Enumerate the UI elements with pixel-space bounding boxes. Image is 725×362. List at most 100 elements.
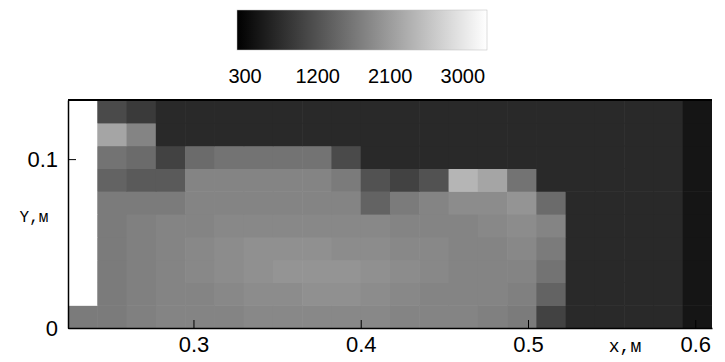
- cell: [127, 305, 157, 328]
- cell: [185, 100, 215, 123]
- cell: [624, 305, 654, 328]
- cell: [127, 191, 157, 214]
- cell: [683, 237, 712, 260]
- cell: [331, 282, 361, 305]
- color-bar-label: 2100: [368, 65, 413, 87]
- cell: [244, 260, 274, 283]
- cell: [566, 237, 596, 260]
- cell: [536, 146, 566, 169]
- x-tick-mark: [528, 320, 529, 328]
- color-bar-gradient: [237, 10, 487, 50]
- cell: [478, 305, 508, 328]
- x-tick-mark: [193, 320, 194, 328]
- cell: [507, 237, 537, 260]
- cell: [302, 282, 332, 305]
- frame-top: [68, 99, 712, 101]
- cell: [214, 237, 244, 260]
- cell: [653, 282, 683, 305]
- cell: [478, 191, 508, 214]
- cell: [478, 260, 508, 283]
- cell: [536, 191, 566, 214]
- cell: [390, 214, 420, 237]
- x-tick: 0.3: [179, 320, 210, 357]
- cell: [331, 260, 361, 283]
- y-tick-mark: [68, 159, 76, 160]
- cell: [214, 191, 244, 214]
- cell: [390, 191, 420, 214]
- cell: [390, 260, 420, 283]
- cell: [97, 282, 127, 305]
- cell: [302, 305, 332, 328]
- cell: [214, 214, 244, 237]
- cell: [127, 123, 157, 146]
- wall-cell: [68, 237, 98, 260]
- cell: [595, 305, 625, 328]
- cell: [478, 100, 508, 123]
- cell: [361, 123, 391, 146]
- cell: [653, 191, 683, 214]
- cell: [361, 237, 391, 260]
- cell: [214, 123, 244, 146]
- cell: [419, 305, 449, 328]
- cell: [127, 146, 157, 169]
- cell: [595, 282, 625, 305]
- cell: [390, 100, 420, 123]
- cell: [185, 123, 215, 146]
- cell: [449, 100, 479, 123]
- cell: [185, 260, 215, 283]
- cell: [127, 282, 157, 305]
- cell: [302, 146, 332, 169]
- cell: [97, 260, 127, 283]
- cell: [331, 237, 361, 260]
- cell: [507, 305, 537, 328]
- cell: [273, 168, 303, 191]
- cell: [361, 282, 391, 305]
- cell: [361, 214, 391, 237]
- cell: [449, 282, 479, 305]
- cell: [419, 237, 449, 260]
- cell: [419, 282, 449, 305]
- x-tick: 0.6: [680, 320, 711, 357]
- cell: [536, 100, 566, 123]
- cell: [566, 282, 596, 305]
- cell: [566, 168, 596, 191]
- cell: [507, 123, 537, 146]
- cell: [244, 214, 274, 237]
- cell: [302, 191, 332, 214]
- color-bar-label: 1200: [295, 65, 340, 87]
- cell: [683, 191, 712, 214]
- cell: [536, 305, 566, 328]
- cell: [273, 305, 303, 328]
- y-axis-line: [68, 101, 70, 329]
- cell: [683, 282, 712, 305]
- y-tick: 0.1: [27, 147, 76, 172]
- cell: [449, 168, 479, 191]
- cell: [185, 282, 215, 305]
- wall-cell: [68, 214, 98, 237]
- cell: [624, 191, 654, 214]
- cell: [478, 282, 508, 305]
- cell: [624, 100, 654, 123]
- wall-cell: [68, 123, 98, 146]
- cell: [624, 168, 654, 191]
- cell: [507, 260, 537, 283]
- cell: [683, 214, 712, 237]
- cell: [185, 214, 215, 237]
- cell: [127, 168, 157, 191]
- cell: [653, 146, 683, 169]
- cell: [156, 100, 186, 123]
- cell: [156, 305, 186, 328]
- cell: [127, 260, 157, 283]
- cell: [449, 214, 479, 237]
- cell: [97, 123, 127, 146]
- y-tick-mark: [68, 328, 76, 329]
- x-tick-label: 0.6: [680, 332, 711, 357]
- cell: [156, 260, 186, 283]
- cell: [97, 214, 127, 237]
- cell: [273, 191, 303, 214]
- cell: [419, 260, 449, 283]
- cell: [478, 214, 508, 237]
- y-tick-label: 0.1: [27, 147, 58, 172]
- cell: [390, 123, 420, 146]
- cell: [536, 282, 566, 305]
